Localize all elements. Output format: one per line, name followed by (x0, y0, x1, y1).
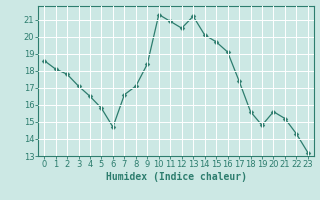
X-axis label: Humidex (Indice chaleur): Humidex (Indice chaleur) (106, 172, 246, 182)
